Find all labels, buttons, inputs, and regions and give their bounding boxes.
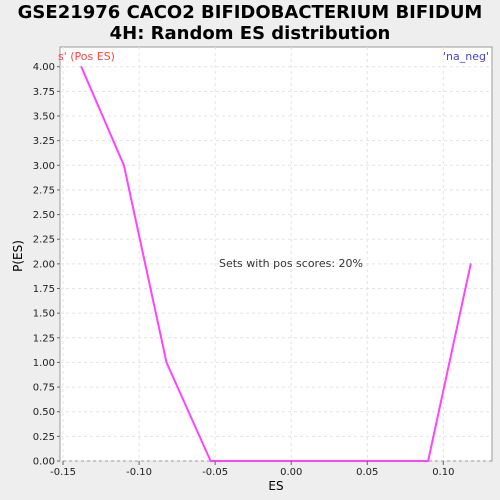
y-tick-label: 2.50 <box>33 210 55 221</box>
y-tick-label: 1.75 <box>33 284 55 295</box>
y-tick-label: 4.00 <box>33 62 55 73</box>
x-tick-label: -0.10 <box>126 467 152 478</box>
plot-area <box>59 46 493 462</box>
data-point <box>469 263 472 265</box>
y-tick-label: 0.50 <box>33 407 55 418</box>
center-annotation: Sets with pos scores: 20% <box>219 257 363 270</box>
data-point <box>165 361 168 364</box>
data-point <box>427 460 429 462</box>
data-point <box>209 460 212 462</box>
y-tick-label: 1.00 <box>33 358 55 369</box>
data-point <box>336 460 338 462</box>
y-tick-label: 0.00 <box>33 457 55 468</box>
pos-label: s' (Pos ES) <box>58 50 115 63</box>
y-tick-label: 3.25 <box>33 136 55 147</box>
y-tick-label: 2.00 <box>33 259 55 270</box>
y-tick-label: 0.25 <box>33 432 55 443</box>
y-tick-label: 0.75 <box>33 383 55 394</box>
x-tick-label: 0.00 <box>280 467 302 478</box>
data-point <box>244 460 247 462</box>
y-tick-label: 2.75 <box>33 185 55 196</box>
y-tick-label: 2.25 <box>33 235 55 246</box>
x-axis-title: ES <box>268 479 283 493</box>
y-axis-title: P(ES) <box>11 240 25 272</box>
y-tick-label: 3.50 <box>33 112 55 123</box>
data-point <box>80 65 83 68</box>
x-tick-label: 0.10 <box>432 467 454 478</box>
neg-label: 'na_neg' <box>443 50 489 63</box>
x-tick-label: -0.15 <box>50 467 76 478</box>
y-tick-label: 3.00 <box>33 161 55 172</box>
x-tick-label: 0.05 <box>356 467 378 478</box>
chart-title: GSE21976 CACO2 BIFIDOBACTERIUM BIFIDUM 4… <box>17 2 483 44</box>
y-tick-label: 1.25 <box>33 333 55 344</box>
data-point <box>123 164 125 167</box>
x-tick-label: -0.05 <box>202 467 228 478</box>
y-tick-label: 3.75 <box>33 87 55 98</box>
series-line <box>80 66 472 462</box>
y-tick-label: 1.50 <box>33 309 55 320</box>
data-point <box>381 460 384 462</box>
ticks-layer: 0.00 0.25 0.50 0.75 1.00 1.25 1.50 1.75 2.00 2.25… <box>33 62 455 478</box>
